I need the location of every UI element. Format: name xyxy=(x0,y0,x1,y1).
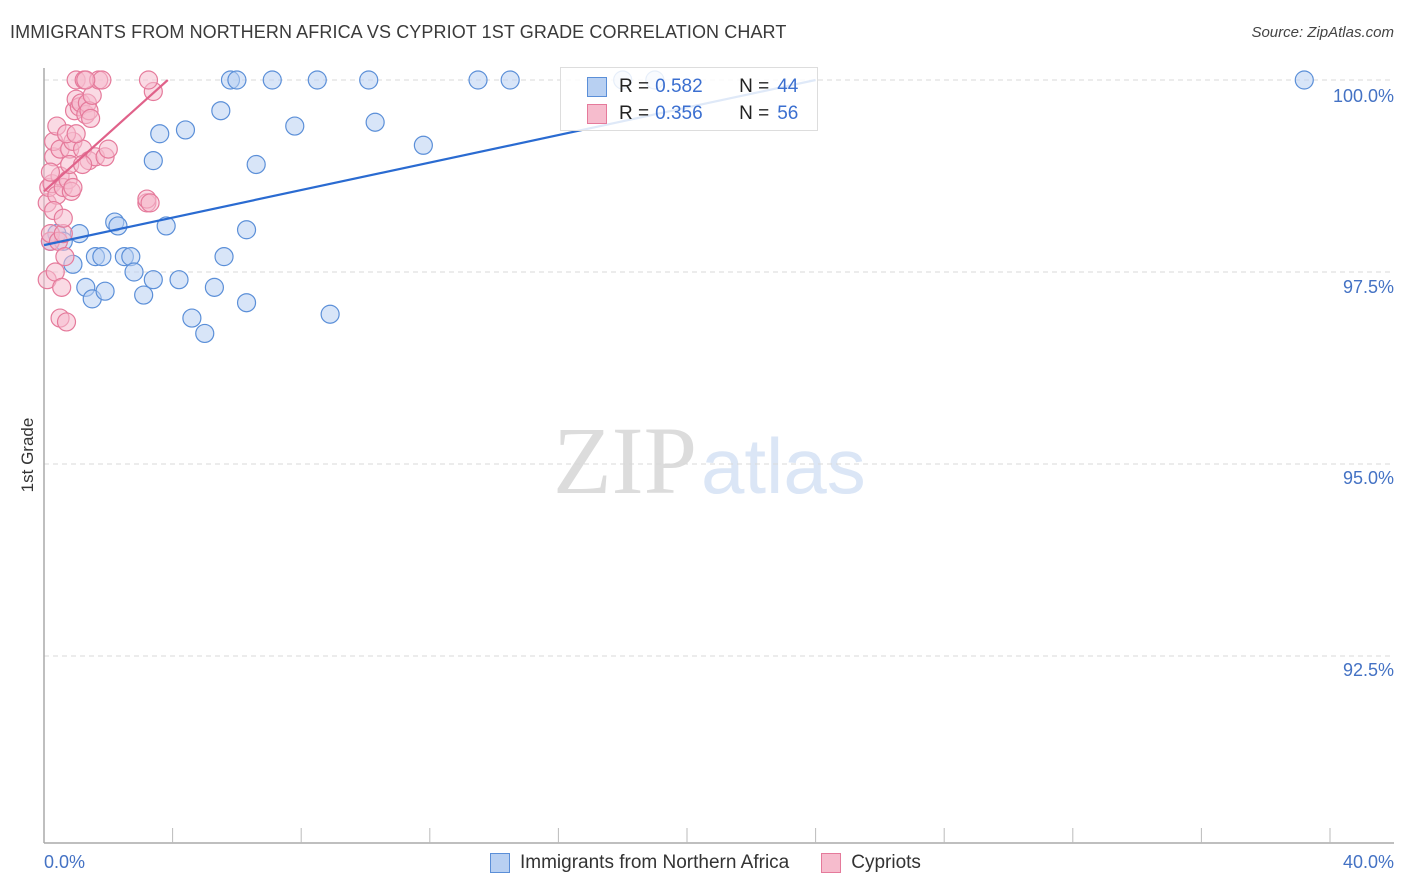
y-tick-97-5: 97.5% xyxy=(1342,277,1394,297)
data-point xyxy=(92,247,112,267)
data-point xyxy=(143,151,163,171)
pink-swatch-icon xyxy=(821,853,842,873)
data-point xyxy=(40,162,61,182)
data-point xyxy=(124,262,144,282)
data-point xyxy=(285,116,305,136)
gridlines xyxy=(44,79,1394,657)
y-tick-95: 95.0% xyxy=(1342,468,1394,488)
correlation-legend: R = 0.582 N = 44 R = 0.356 N = 56 xyxy=(560,67,818,131)
data-point xyxy=(307,70,327,90)
data-point xyxy=(227,70,247,90)
source-label: Source: ZipAtlas.com xyxy=(1251,24,1394,41)
trendline-cypriots xyxy=(43,79,169,193)
data-point xyxy=(236,220,257,240)
blue-swatch-icon xyxy=(490,853,510,873)
data-point xyxy=(55,247,75,267)
data-point xyxy=(320,304,340,324)
data-point xyxy=(53,208,73,228)
data-point xyxy=(140,193,160,213)
data-point xyxy=(156,216,176,236)
data-point xyxy=(66,124,86,144)
x-tick-max: 40.0% xyxy=(1342,852,1394,872)
data-point xyxy=(468,70,488,90)
data-point xyxy=(413,135,433,155)
data-point xyxy=(169,270,189,290)
data-point xyxy=(195,323,215,344)
data-point xyxy=(108,216,128,236)
data-point xyxy=(150,124,170,144)
data-point xyxy=(63,177,83,198)
data-point xyxy=(211,101,231,121)
data-point xyxy=(138,70,159,90)
legend-row-cypriots: R = 0.356 N = 56 xyxy=(587,102,798,126)
y-axis-label: 1st Grade xyxy=(18,417,37,493)
data-point xyxy=(98,139,118,159)
data-point xyxy=(236,293,257,313)
data-point xyxy=(72,154,93,175)
data-point xyxy=(52,277,72,297)
data-point xyxy=(92,70,112,90)
series-cypriots-points xyxy=(37,70,163,332)
data-point xyxy=(56,312,77,332)
r-value: 0.582 xyxy=(655,76,703,97)
data-point xyxy=(95,281,115,301)
data-point xyxy=(214,247,234,267)
data-point xyxy=(1294,70,1314,90)
data-point xyxy=(262,70,282,90)
legend-item-immigrants[interactable]: Immigrants from Northern Africa xyxy=(490,852,789,874)
r-value: 0.356 xyxy=(655,103,703,124)
data-point xyxy=(175,120,196,140)
n-value: 44 xyxy=(777,76,799,97)
chart-title: IMMIGRANTS FROM NORTHERN AFRICA VS CYPRI… xyxy=(10,22,787,42)
pink-swatch-icon xyxy=(587,104,607,124)
legend-item-cypriots[interactable]: Cypriots xyxy=(821,852,921,874)
data-point xyxy=(81,108,101,129)
data-point xyxy=(246,154,266,175)
data-point xyxy=(365,112,385,132)
legend-row-immigrants: R = 0.582 N = 44 xyxy=(587,75,798,99)
x-axis-ticks xyxy=(172,828,1331,843)
data-point xyxy=(76,70,96,90)
blue-swatch-icon xyxy=(587,77,607,97)
data-point xyxy=(359,70,379,90)
data-point xyxy=(182,308,202,328)
data-point xyxy=(143,270,163,290)
x-tick-min: 0.0% xyxy=(44,852,86,872)
data-point xyxy=(204,277,224,297)
y-tick-100: 100.0% xyxy=(1332,86,1394,106)
data-point xyxy=(134,285,154,305)
series-legend: Immigrants from Northern Africa Cypriots xyxy=(490,852,953,874)
y-tick-92-5: 92.5% xyxy=(1342,660,1394,680)
n-value: 56 xyxy=(777,103,799,124)
data-point xyxy=(500,70,520,90)
